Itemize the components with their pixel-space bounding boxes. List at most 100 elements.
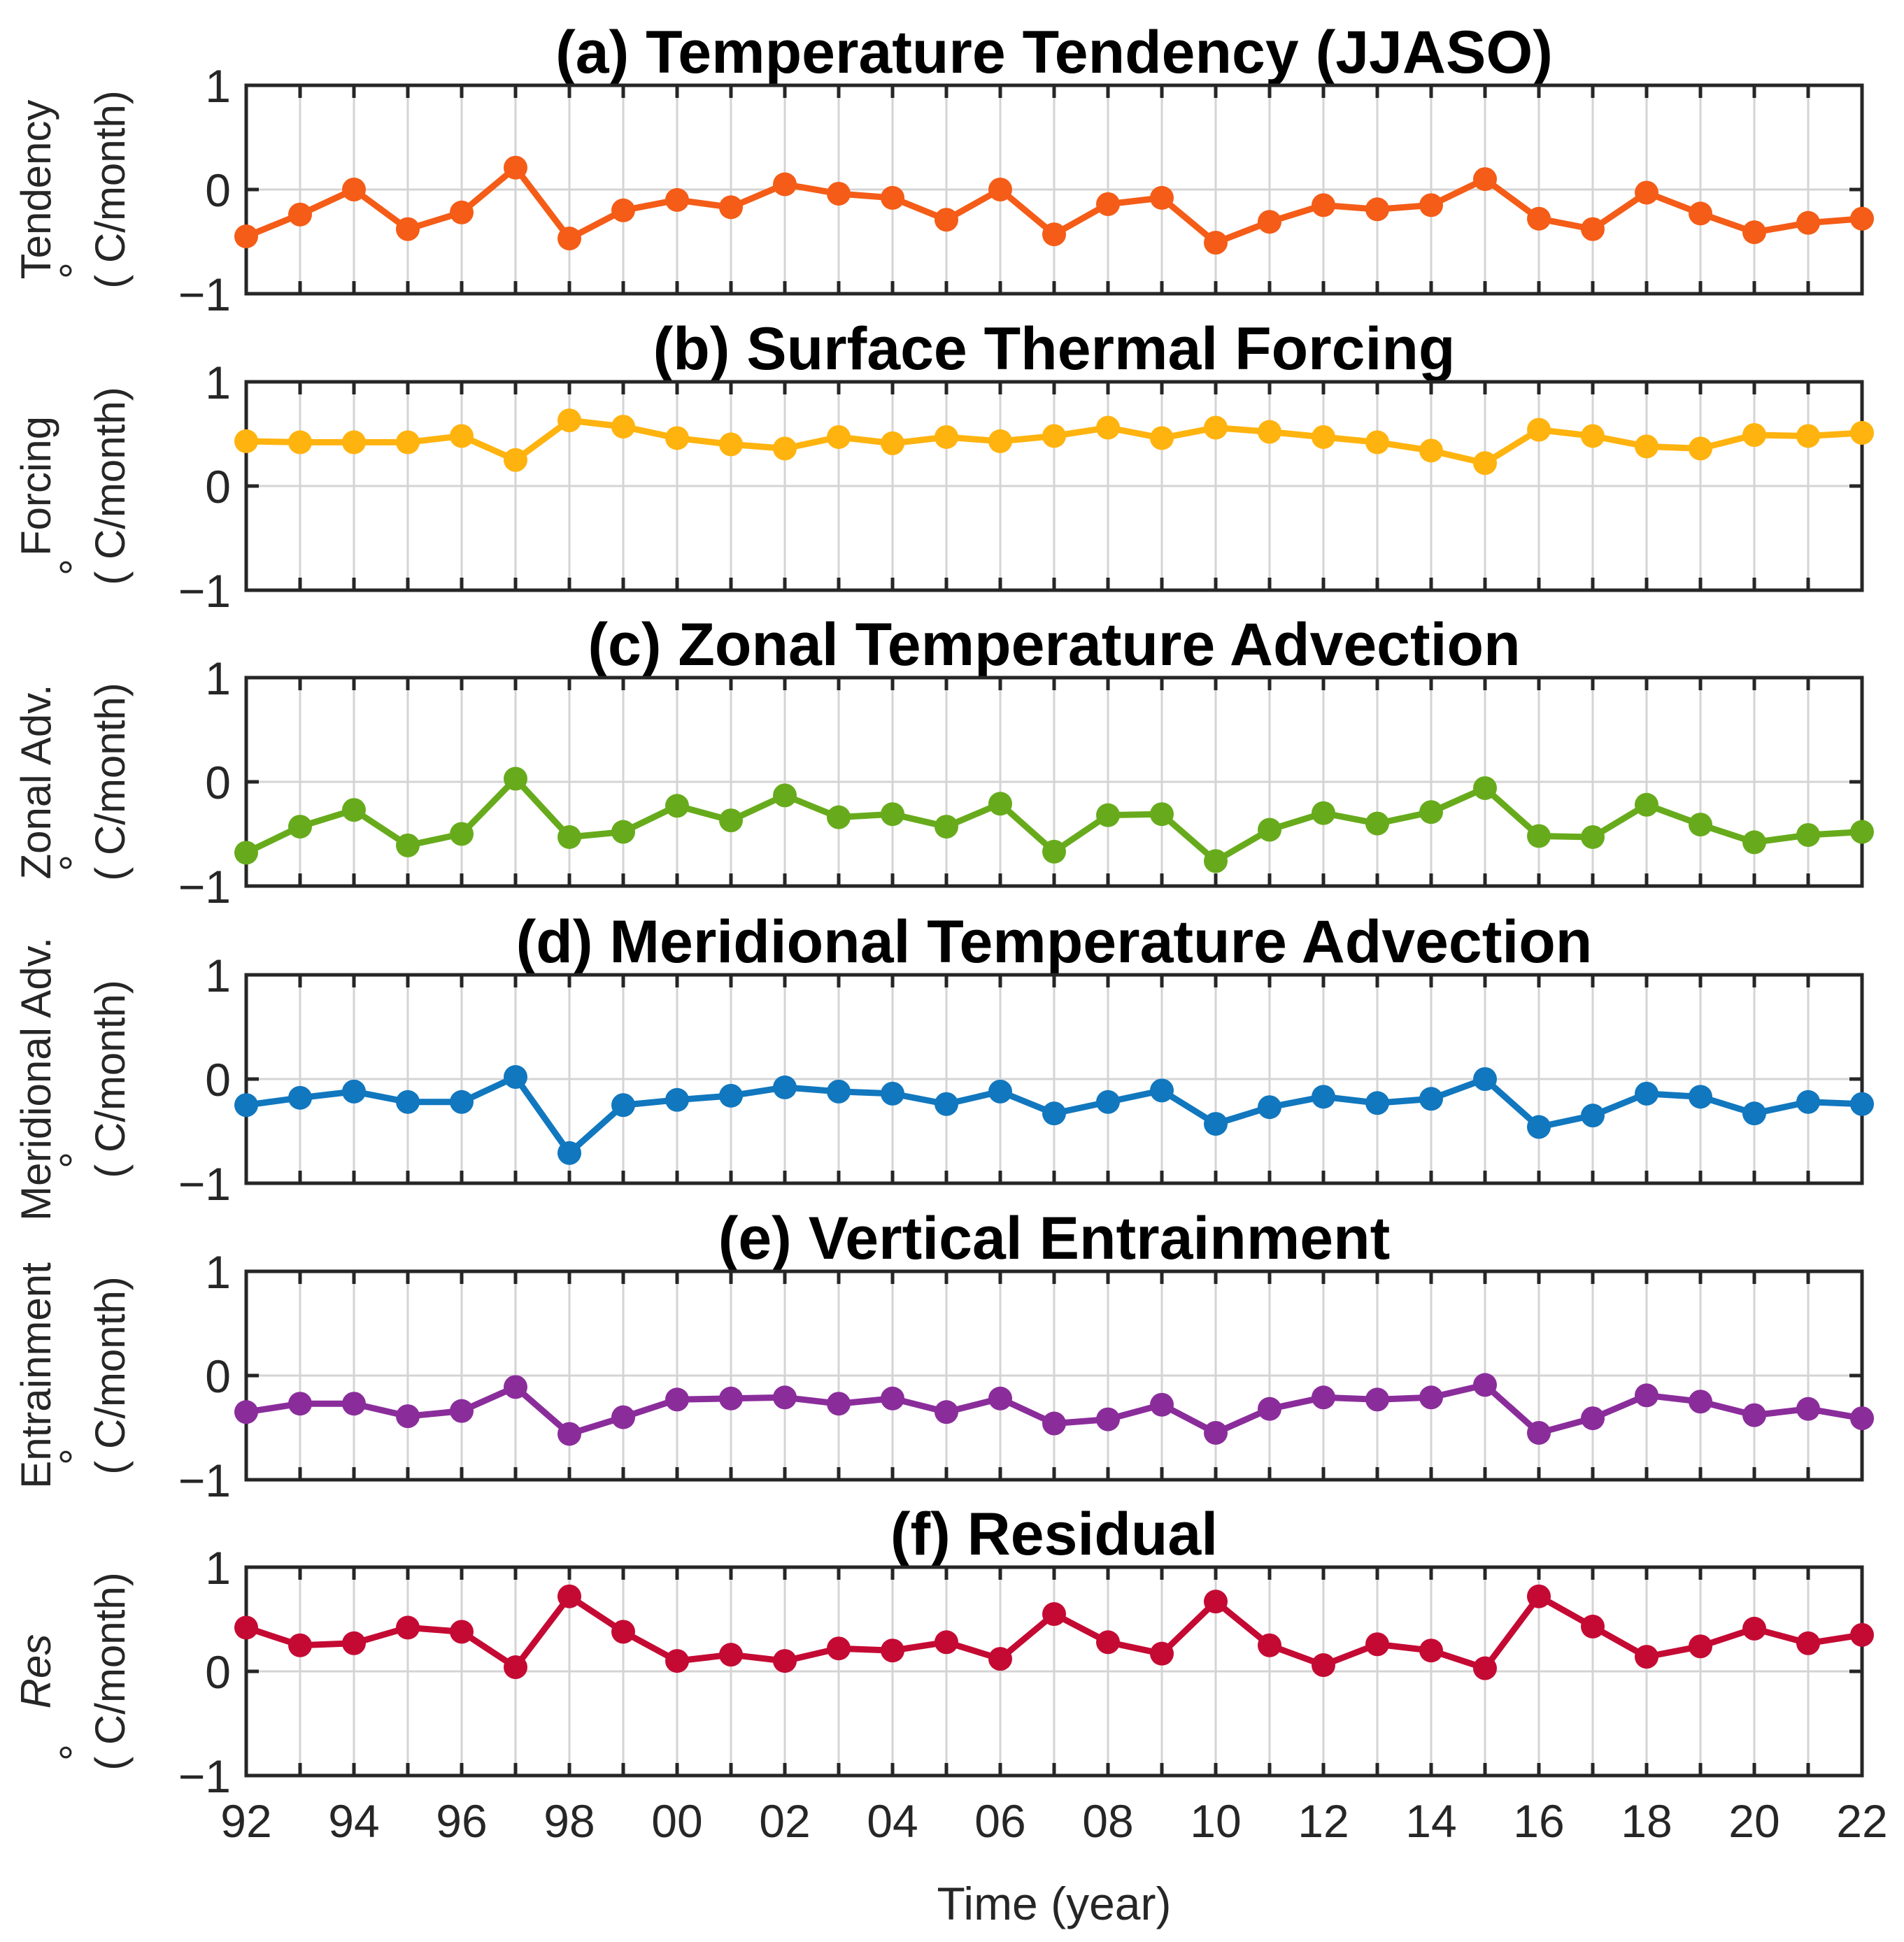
data-point — [1473, 451, 1497, 476]
y-axis-name: Meridional Adv. — [13, 937, 59, 1221]
y-axis-degree: ° — [52, 1744, 99, 1761]
data-point — [1419, 1087, 1443, 1111]
data-point — [1796, 1397, 1820, 1421]
panel-d: (d) Meridional Temperature Advection 1 0 −1… — [13, 908, 1874, 1221]
panel-e: (e) Vertical Entrainment 1 0 −1 Entrainment (… — [13, 1205, 1874, 1506]
y-axis-unit: ( C/month) — [87, 90, 134, 288]
data-point — [1042, 1411, 1066, 1436]
data-point — [1689, 1634, 1712, 1659]
data-point — [288, 1633, 312, 1657]
data-point — [1042, 839, 1066, 864]
data-point — [1096, 1407, 1120, 1431]
data-point — [1527, 206, 1551, 231]
panel-a: (a) Temperature Tendency (JJASO) 1 0 −1 Tend… — [13, 19, 1874, 320]
y-tick-label: −1 — [178, 861, 231, 913]
data-point — [504, 155, 527, 180]
data-point — [396, 1404, 420, 1429]
y-axis-name: Forcing — [13, 416, 59, 556]
data-point — [773, 1385, 797, 1410]
data-point — [342, 1392, 366, 1416]
data-point — [988, 178, 1012, 201]
data-point — [1258, 1633, 1281, 1657]
data-point — [1365, 811, 1389, 836]
data-point — [450, 1399, 474, 1423]
data-point — [773, 172, 797, 197]
data-point — [935, 815, 958, 839]
data-point — [1258, 1397, 1281, 1421]
y-tick-label: 1 — [205, 652, 231, 704]
data-point — [611, 415, 635, 439]
y-tick-label: 1 — [205, 950, 231, 1001]
data-point — [1096, 1090, 1120, 1114]
data-point — [557, 227, 581, 251]
data-point — [1635, 180, 1658, 205]
panel-title: (d) Meridional Temperature Advection — [516, 908, 1593, 976]
data-point — [342, 1631, 366, 1655]
data-point — [396, 1090, 420, 1114]
data-point — [1365, 430, 1389, 455]
y-axis-degree: ° — [52, 855, 99, 871]
data-point — [881, 431, 904, 455]
data-point — [1742, 220, 1766, 245]
data-point — [1150, 802, 1174, 827]
x-tick-label: 12 — [1298, 1795, 1349, 1847]
data-point — [1742, 830, 1766, 855]
data-point — [1258, 420, 1281, 444]
data-point — [396, 1615, 420, 1640]
y-tick-label: 1 — [205, 1542, 231, 1594]
data-point — [1096, 415, 1120, 440]
y-axis-unit: ( C/month) — [87, 1572, 134, 1770]
data-point — [988, 1079, 1012, 1104]
y-axis-degree: ° — [52, 1448, 99, 1465]
data-point — [827, 424, 851, 449]
x-tick-label: 94 — [328, 1795, 379, 1847]
data-point — [450, 822, 474, 846]
data-point — [988, 792, 1012, 816]
y-tick-label: 0 — [205, 1350, 231, 1402]
data-point — [1527, 1115, 1551, 1139]
x-axis-label: Time (year) — [937, 1878, 1172, 1929]
data-point — [611, 1093, 635, 1118]
data-point — [1312, 193, 1335, 217]
data-point — [719, 1386, 743, 1411]
x-tick-label: 16 — [1513, 1795, 1564, 1847]
data-point — [1635, 434, 1658, 459]
data-point — [342, 798, 366, 822]
data-point — [1204, 415, 1228, 440]
data-point — [1312, 1385, 1335, 1410]
data-point — [1796, 424, 1820, 448]
data-point — [1796, 1631, 1820, 1655]
data-point — [396, 217, 420, 241]
data-point — [1258, 818, 1281, 842]
data-point — [1258, 210, 1281, 234]
y-tick-label: −1 — [178, 1455, 231, 1506]
data-point — [827, 1079, 851, 1104]
x-tick-label: 14 — [1405, 1795, 1456, 1847]
data-point — [719, 432, 743, 457]
y-axis-name: Tendency — [13, 100, 59, 280]
data-point — [611, 820, 635, 844]
data-point — [1742, 1403, 1766, 1427]
data-point — [1796, 822, 1820, 847]
data-point — [1258, 1095, 1281, 1120]
data-point — [1527, 1584, 1551, 1608]
data-point — [1042, 1101, 1066, 1126]
data-point — [1419, 800, 1443, 824]
x-tick-label: 06 — [974, 1795, 1025, 1847]
data-point — [1204, 230, 1228, 255]
data-point — [1796, 210, 1820, 235]
data-point — [665, 1649, 689, 1673]
data-point — [288, 815, 312, 839]
data-point — [288, 430, 312, 455]
data-point — [1635, 1081, 1658, 1106]
data-point — [288, 1392, 312, 1416]
data-point — [234, 429, 258, 453]
y-tick-label: −1 — [178, 269, 231, 320]
panel-b: (b) Surface Thermal Forcing 1 0 −1 Forcing ( … — [13, 315, 1874, 617]
data-point — [773, 783, 797, 808]
data-point — [1635, 792, 1658, 817]
data-point — [1581, 824, 1605, 849]
y-tick-label: −1 — [178, 565, 231, 617]
data-point — [611, 1620, 635, 1644]
